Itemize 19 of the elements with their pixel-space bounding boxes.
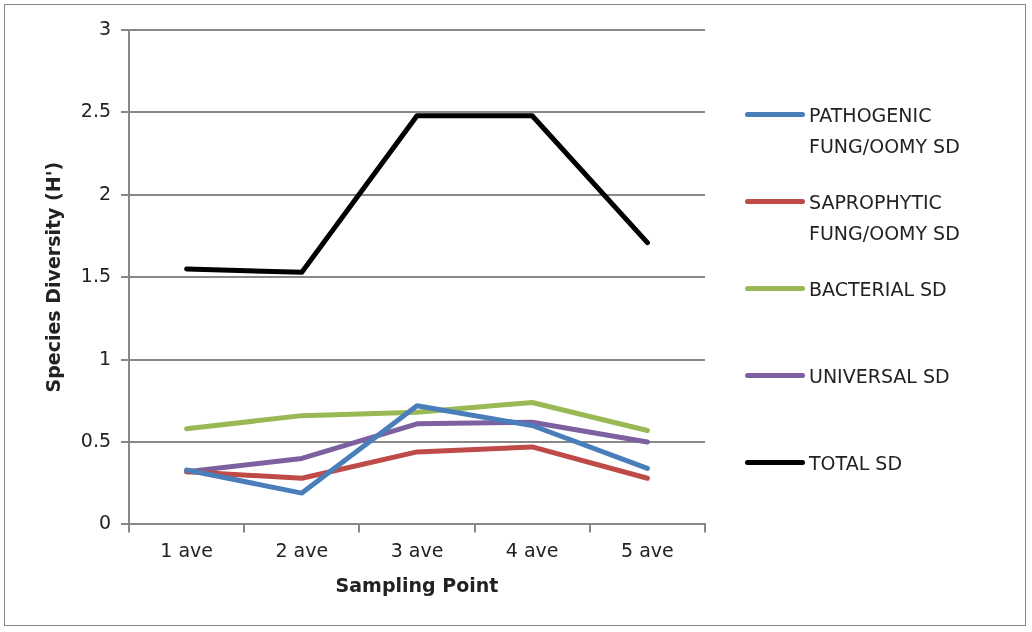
y-tick-label: 0 — [98, 511, 112, 534]
x-tick-label: 1 ave — [160, 538, 213, 561]
legend-label: PATHOGENIC FUNG/OOMY SD — [809, 103, 961, 159]
x-tick-label: 5 ave — [621, 538, 674, 561]
x-tick-label: 3 ave — [390, 538, 444, 561]
y-tick-label: 1 — [98, 346, 112, 369]
x-tick-label: 2 ave — [275, 538, 329, 561]
y-tick-label: 0.5 — [80, 428, 112, 451]
y-tick-label: 1.5 — [80, 264, 112, 287]
y-tick-label: 2.5 — [80, 99, 112, 122]
legend-label: UNIVERSAL SD — [809, 364, 951, 389]
y-tick-label: 2 — [98, 181, 112, 204]
legend-label: SAPROPHYTIC FUNG/OOMY SD — [809, 190, 961, 246]
x-axis-title: Sampling Point — [335, 573, 499, 596]
y-tick-label: 3 — [98, 16, 112, 39]
y-axis-title: Species Diversity (H') — [42, 161, 65, 393]
legend-label: TOTAL SD — [809, 451, 903, 476]
x-tick-label: 4 ave — [505, 538, 559, 561]
legend-label: BACTERIAL SD — [809, 277, 948, 302]
